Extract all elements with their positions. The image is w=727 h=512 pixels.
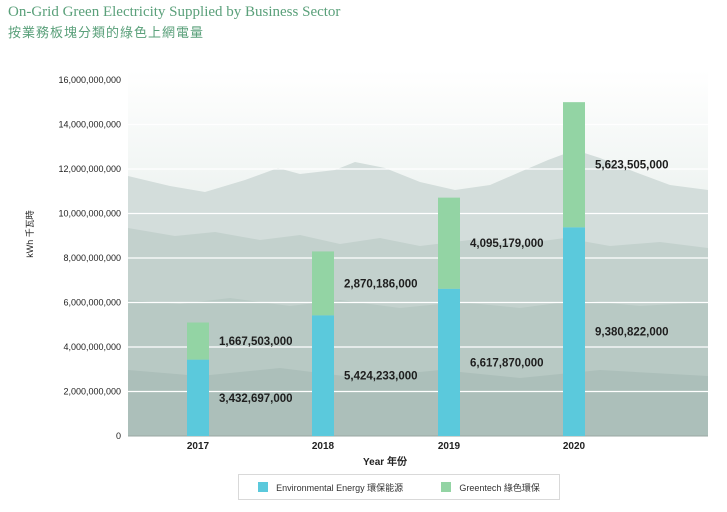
bar-greentech-2020 — [563, 102, 585, 228]
legend-swatch-greentech — [441, 482, 452, 492]
data-label-greentech-2019: 4,095,179,000 — [470, 238, 544, 250]
y-tick-label: 12,000,000,000 — [58, 164, 121, 174]
y-tick-label: 16,000,000,000 — [58, 75, 121, 85]
x-tick-label-2018: 2018 — [312, 441, 335, 452]
x-tick-label-2017: 2017 — [187, 441, 210, 452]
x-tick-label-2019: 2019 — [438, 441, 461, 452]
data-label-greentech-2018: 2,870,186,000 — [344, 278, 418, 290]
y-tick-label: 4,000,000,000 — [63, 342, 121, 352]
legend-swatch-env — [258, 482, 269, 492]
data-label-greentech-2017: 1,667,503,000 — [219, 336, 293, 348]
bar-env-2020 — [563, 227, 585, 436]
legend-label-greentech: Greentech 綠色環保 — [459, 482, 540, 493]
chart-title-en: On-Grid Green Electricity Supplied by Bu… — [8, 4, 341, 20]
data-label-env-2018: 5,424,233,000 — [344, 371, 418, 383]
data-label-env-2019: 6,617,870,000 — [470, 357, 544, 369]
bar-env-2017 — [187, 359, 209, 436]
legend-label-env: Environmental Energy 環保能源 — [276, 482, 404, 493]
legend-item-greentech: Greentech 綠色環保 — [441, 481, 540, 494]
y-tick-label: 6,000,000,000 — [63, 298, 121, 308]
x-axis-ticks: 2017 2018 2019 2020 — [187, 441, 586, 452]
grid-lines — [128, 79, 708, 437]
data-label-env-2017: 3,432,697,000 — [219, 393, 293, 405]
legend: Environmental Energy 環保能源 Greentech 綠色環保 — [238, 474, 560, 500]
y-tick-label: 10,000,000,000 — [58, 209, 121, 219]
y-tick-label: 14,000,000,000 — [58, 120, 121, 130]
y-tick-label: 2,000,000,000 — [63, 387, 121, 397]
x-axis-label: Year 年份 — [363, 455, 408, 468]
bar-greentech-2018 — [312, 251, 334, 316]
y-axis-label: kWh 千瓦時 — [25, 210, 35, 258]
y-axis-ticks: 0 2,000,000,000 4,000,000,000 6,000,000,000… — [58, 75, 121, 441]
chart-title-zh: 按業務板塊分類的綠色上網電量 — [8, 25, 205, 40]
bar-greentech-2017 — [187, 322, 209, 360]
bars — [187, 102, 585, 436]
bar-labels: 3,432,697,000 1,667,503,000 5,424,233,000 2… — [219, 160, 669, 405]
x-tick-label-2020: 2020 — [563, 441, 586, 452]
bar-env-2019 — [438, 288, 460, 436]
data-label-greentech-2020: 5,623,505,000 — [595, 160, 669, 172]
bar-env-2018 — [312, 315, 334, 436]
y-tick-label: 0 — [116, 431, 121, 441]
legend-item-environmental-energy: Environmental Energy 環保能源 — [258, 481, 403, 494]
y-tick-label: 8,000,000,000 — [63, 253, 121, 263]
bar-greentech-2019 — [438, 197, 460, 289]
data-label-env-2020: 9,380,822,000 — [595, 327, 669, 339]
